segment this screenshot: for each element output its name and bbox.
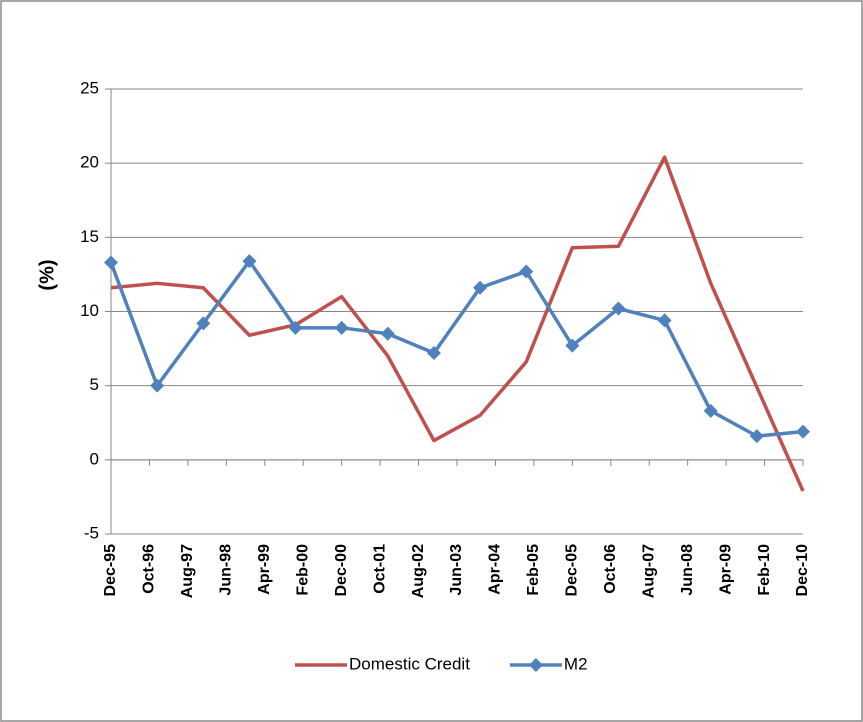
series-marker — [426, 346, 441, 361]
series-marker — [703, 403, 718, 418]
x-tick-label: Dec-00 — [333, 544, 350, 597]
x-tick-label: Jun-03 — [448, 544, 465, 596]
y-tick-label: 15 — [80, 227, 99, 246]
y-tick-label: 10 — [80, 301, 99, 320]
x-tick-label: Oct-96 — [141, 544, 158, 594]
legend-label: M2 — [564, 654, 588, 673]
series-marker — [196, 316, 211, 331]
x-tick-label: Apr-09 — [717, 544, 734, 595]
legend-item: Domestic Credit — [295, 654, 470, 673]
series-marker — [657, 313, 672, 328]
x-tick-label: Aug-02 — [410, 544, 427, 598]
x-tick-label: Apr-04 — [487, 544, 504, 595]
series-marker — [380, 326, 395, 341]
x-tick-label: Oct-01 — [371, 544, 388, 594]
series-marker — [611, 301, 626, 316]
x-tick-label: Dec-05 — [564, 544, 581, 597]
x-tick-label: Jun-98 — [218, 544, 235, 596]
y-tick-label: 25 — [80, 78, 99, 97]
y-tick-label: 20 — [80, 153, 99, 172]
x-tick-label: Jun-08 — [679, 544, 696, 596]
series-marker — [288, 320, 303, 335]
x-tick-label: Dec-10 — [794, 544, 811, 597]
series-line — [109, 259, 804, 438]
y-tick-label: 0 — [90, 449, 99, 468]
series-marker — [334, 320, 349, 335]
series-marker — [150, 378, 165, 393]
series-marker — [796, 424, 810, 439]
series-marker — [749, 429, 764, 444]
x-tick-label: Feb-00 — [294, 544, 311, 596]
legend-marker — [528, 658, 543, 672]
series-line — [110, 155, 805, 492]
x-tick-label: Feb-05 — [525, 544, 542, 596]
y-tick-label: -5 — [84, 523, 99, 542]
x-tick-label: Apr-99 — [256, 544, 273, 595]
series-marker — [242, 254, 257, 269]
series-marker — [473, 280, 488, 295]
x-tick-label: Oct-06 — [602, 544, 619, 594]
x-tick-label: Aug-97 — [179, 544, 196, 598]
legend-item: M2 — [509, 654, 588, 673]
series-marker — [104, 255, 118, 270]
x-tick-label: Aug-07 — [640, 544, 657, 598]
legend-label: Domestic Credit — [349, 654, 470, 673]
x-tick-label: Feb-10 — [756, 544, 773, 596]
y-axis-label: (%) — [36, 259, 58, 290]
series-marker — [565, 338, 580, 353]
series-marker — [519, 264, 534, 279]
x-tick-label: Dec-95 — [102, 544, 119, 597]
y-tick-label: 5 — [90, 375, 99, 394]
